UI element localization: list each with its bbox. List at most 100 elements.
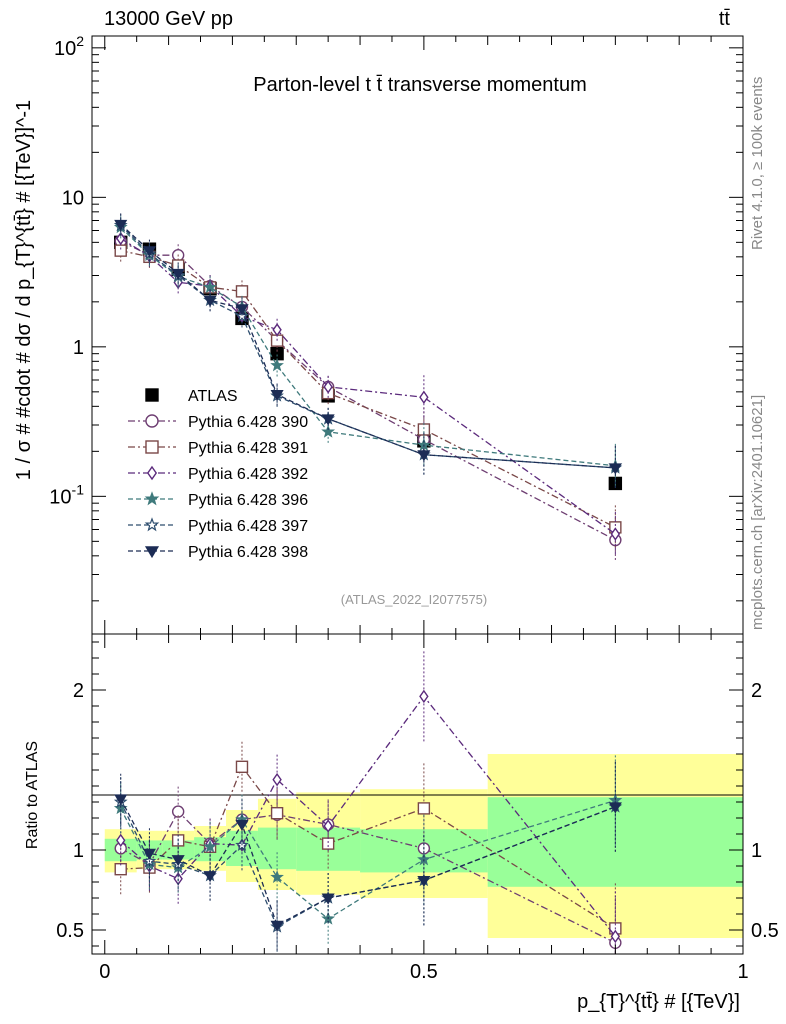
- ratio-y-tick-label: 0.5: [56, 920, 84, 942]
- ratio-point: [114, 794, 128, 806]
- ratio-ylabel: Ratio to ATLAS: [24, 741, 41, 849]
- data-point: [235, 285, 249, 298]
- legend-label: Pythia 6.428 392: [188, 466, 308, 483]
- main-y-tick-label: 1: [73, 337, 84, 359]
- ratio-line: [120, 765, 616, 929]
- x-axis-label: p_{T}^{tt̄} # [{TeV}]: [577, 991, 740, 1013]
- legend-marker: [145, 388, 159, 402]
- main-y-tick-label: 10-1: [49, 481, 84, 508]
- legend-entry: Pythia 6.428 398: [128, 544, 308, 561]
- legend-label: Pythia 6.428 396: [188, 492, 308, 509]
- ratio-point: [321, 893, 335, 905]
- header-right: tt̄: [719, 8, 731, 30]
- series-pythia-6-428-398: [114, 213, 622, 490]
- header-left: 13000 GeV pp: [104, 8, 233, 30]
- legend-label: ATLAS: [188, 388, 238, 405]
- ratio-point: [608, 802, 622, 814]
- legend-label: Pythia 6.428 398: [188, 544, 308, 561]
- ratio-point: [235, 760, 249, 773]
- ratio-point: [171, 855, 185, 867]
- data-point: [270, 346, 284, 361]
- data-point: [323, 380, 333, 394]
- ratio-y-tick-label: 2: [73, 680, 84, 702]
- rivet-label: Rivet 4.1.0, ≥ 100k events: [749, 77, 766, 250]
- legend-label: Pythia 6.428 390: [188, 414, 308, 431]
- data-point: [235, 304, 249, 316]
- legend-marker: [145, 440, 159, 454]
- legend-entry: Pythia 6.428 396: [128, 491, 308, 509]
- ratio-point: [323, 819, 333, 833]
- chart-title: Parton-level t t̄ transverse momentum: [253, 74, 586, 96]
- data-point: [321, 414, 335, 426]
- x-tick-label: 0: [99, 961, 110, 983]
- uncertainty-band-inner: [162, 840, 195, 860]
- ratio-series-pythia-6-428-392: [116, 651, 621, 954]
- ratio-y-ticks: 0.5 0.5 1 1 2 2: [56, 641, 779, 947]
- ratio-point: [270, 869, 284, 883]
- ratio-point: [203, 871, 217, 883]
- legend-entry: Pythia 6.428 392: [128, 465, 308, 483]
- data-point: [171, 268, 185, 281]
- series-line: [120, 238, 616, 535]
- x-ticks: 0 0.5 1: [99, 36, 749, 983]
- data-point: [272, 323, 282, 337]
- legend-entry: Pythia 6.428 391: [128, 440, 308, 457]
- legend-marker: [146, 465, 158, 481]
- legend-entry: ATLAS: [145, 388, 238, 405]
- ratio-point: [235, 819, 249, 832]
- main-y-tick-label: 10: [62, 187, 84, 209]
- x-tick-label: 0.5: [410, 961, 438, 983]
- ratio-line: [120, 810, 616, 944]
- ratio-series-pythia-6-428-398: [114, 761, 622, 951]
- ratio-point: [270, 807, 284, 820]
- ratio-point: [203, 839, 217, 853]
- main-series-group: [113, 213, 623, 563]
- ratio-point: [142, 848, 156, 860]
- legend-entry: Pythia 6.428 397: [128, 517, 308, 535]
- data-point: [270, 358, 284, 372]
- data-point: [142, 246, 156, 258]
- ratio-frame: [91, 633, 744, 955]
- ratio-y-tick-label-right: 1: [751, 840, 762, 862]
- series-line: [120, 240, 616, 541]
- ratio-y-tick-label-right: 0.5: [751, 920, 779, 942]
- ratio-point: [270, 920, 284, 932]
- ratio-point: [116, 833, 126, 848]
- ratio-point: [417, 802, 431, 815]
- data-point: [203, 295, 217, 307]
- legend-entry: Pythia 6.428 390: [128, 414, 308, 431]
- main-y-ticks: 10-1 1 10 102: [49, 33, 743, 602]
- legend-label: Pythia 6.428 391: [188, 440, 308, 457]
- series-line: [120, 223, 616, 469]
- data-point: [419, 390, 429, 404]
- ratio-series-group: [113, 651, 623, 954]
- series-line: [120, 224, 616, 469]
- data-point: [610, 527, 621, 541]
- ratio-y-tick-label: 1: [73, 840, 84, 862]
- legend-marker: [144, 517, 160, 532]
- data-point: [270, 390, 284, 402]
- main-y-tick-label: 102: [54, 33, 84, 60]
- data-point: [114, 244, 127, 257]
- ratio-point: [417, 875, 431, 888]
- analysis-tag: (ATLAS_2022_I2077575): [341, 592, 487, 607]
- data-point: [417, 437, 431, 451]
- ratio-y-tick-label-right: 2: [751, 680, 762, 702]
- data-point: [114, 219, 128, 231]
- ratio-point: [610, 929, 621, 944]
- main-panel: Parton-level t t̄ transverse momentum (A…: [13, 33, 744, 635]
- ratio-point: [321, 837, 335, 850]
- data-point: [608, 463, 622, 475]
- ratio-point: [417, 852, 431, 866]
- x-tick-label: 1: [737, 961, 748, 983]
- ratio-panel: 0.5 0.51 12 2 0 0.5 1 Ratio to ATLAS p_{T}^{t…: [24, 36, 779, 1013]
- ratio-point: [419, 689, 429, 704]
- ratio-line: [120, 695, 616, 937]
- ratio-point: [272, 772, 282, 787]
- legend-label: Pythia 6.428 397: [188, 518, 308, 535]
- data-point: [116, 231, 126, 246]
- main-ylabel: 1 / σ # #cdot # dσ / d p_{T}^{tt̄} # [{T…: [13, 100, 35, 480]
- data-point: [417, 450, 431, 462]
- legend-marker: [144, 491, 160, 506]
